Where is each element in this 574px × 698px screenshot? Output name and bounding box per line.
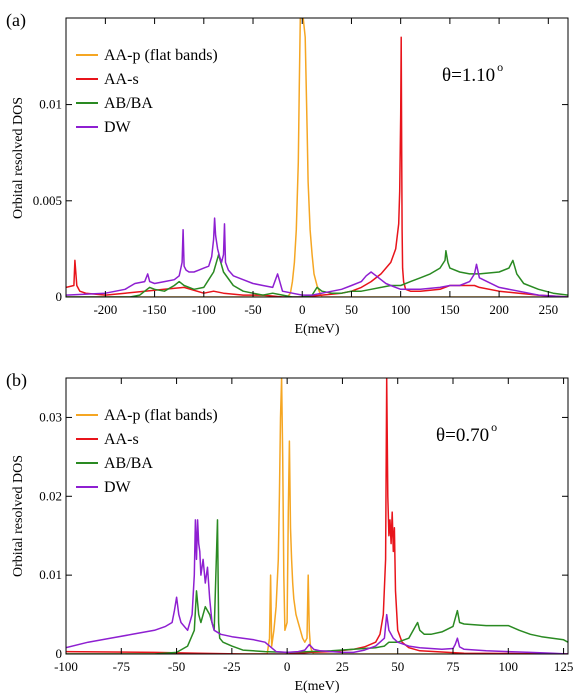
panel-b: -100 -75 -50 -25 0 25 50 75 100 125 0 0.01 0.02 0.03 E… — [6, 370, 573, 694]
series-line-3 — [66, 519, 568, 654]
x-tick-label: -150 — [143, 302, 167, 317]
x-tick-label: 75 — [447, 659, 460, 674]
y-axis-label: Orbital resolved DOS — [11, 97, 26, 219]
series-line-0 — [66, 18, 568, 297]
x-tick-label: 0 — [284, 659, 291, 674]
x-tick-label: 125 — [554, 659, 574, 674]
angle-annotation: θ=1.10 — [442, 65, 495, 86]
legend-entry: DW — [104, 119, 132, 136]
panel-label: (a) — [6, 10, 26, 31]
legend-entry: AA-s — [104, 431, 139, 448]
legend: AA-p (flat bands) AA-s AB/BA DW — [76, 47, 218, 136]
x-tick-label: 50 — [391, 659, 404, 674]
y-tick-label: 0.01 — [39, 97, 62, 112]
series-line-0 — [66, 378, 568, 654]
x-axis-label: E(meV) — [294, 679, 339, 694]
y-axis-label: Orbital resolved DOS — [11, 455, 26, 577]
x-tick-label: 150 — [440, 302, 460, 317]
y-tick-label: 0.005 — [33, 193, 62, 208]
x-tick-label: 0 — [299, 302, 306, 317]
legend-entry: DW — [104, 479, 132, 496]
legend-entry: AA-p (flat bands) — [104, 47, 218, 64]
legend-entry: AA-p (flat bands) — [104, 407, 218, 424]
legend-entry: AB/BA — [104, 95, 153, 112]
series-group — [66, 378, 568, 654]
angle-annotation: θ=0.70 — [436, 425, 489, 446]
x-tick-label: 100 — [499, 659, 519, 674]
x-tick-label: 200 — [489, 302, 509, 317]
x-tick-label: -100 — [192, 302, 216, 317]
x-tick-label: 25 — [336, 659, 349, 674]
legend-entry: AB/BA — [104, 455, 153, 472]
panel-a: -200 -150 -100 -50 0 50 100 150 200 250 0 0.005 0.01… — [6, 10, 569, 337]
x-tick-label: -25 — [223, 659, 240, 674]
x-tick-label: -75 — [113, 659, 130, 674]
x-tick-label: -100 — [54, 659, 78, 674]
series-line-3 — [66, 217, 568, 297]
y-tick-label: 0.02 — [39, 488, 62, 503]
x-tick-label: 100 — [391, 302, 411, 317]
series-group — [66, 18, 568, 297]
y-tick-label: 0.01 — [39, 567, 62, 582]
x-axis-label: E(meV) — [294, 322, 339, 337]
plot-frame — [65, 17, 569, 298]
angle-degree-sup: o — [491, 420, 497, 434]
series-line-2 — [66, 519, 568, 654]
x-tick-label: -50 — [244, 302, 261, 317]
x-tick-label: -50 — [168, 659, 185, 674]
y-tick-label: 0 — [56, 646, 63, 661]
series-line-1 — [66, 36, 568, 297]
x-tick-label: 250 — [539, 302, 559, 317]
legend-entry: AA-s — [104, 71, 139, 88]
y-tick-label: 0 — [56, 289, 63, 304]
x-tick-label: 50 — [345, 302, 358, 317]
series-line-1 — [66, 378, 568, 654]
x-tick-label: -200 — [93, 302, 117, 317]
plot-frame — [65, 377, 569, 655]
y-tick-label: 0.03 — [39, 409, 62, 424]
angle-degree-sup: o — [497, 60, 503, 74]
legend: AA-p (flat bands) AA-s AB/BA DW — [76, 407, 218, 496]
panel-label: (b) — [6, 370, 27, 391]
